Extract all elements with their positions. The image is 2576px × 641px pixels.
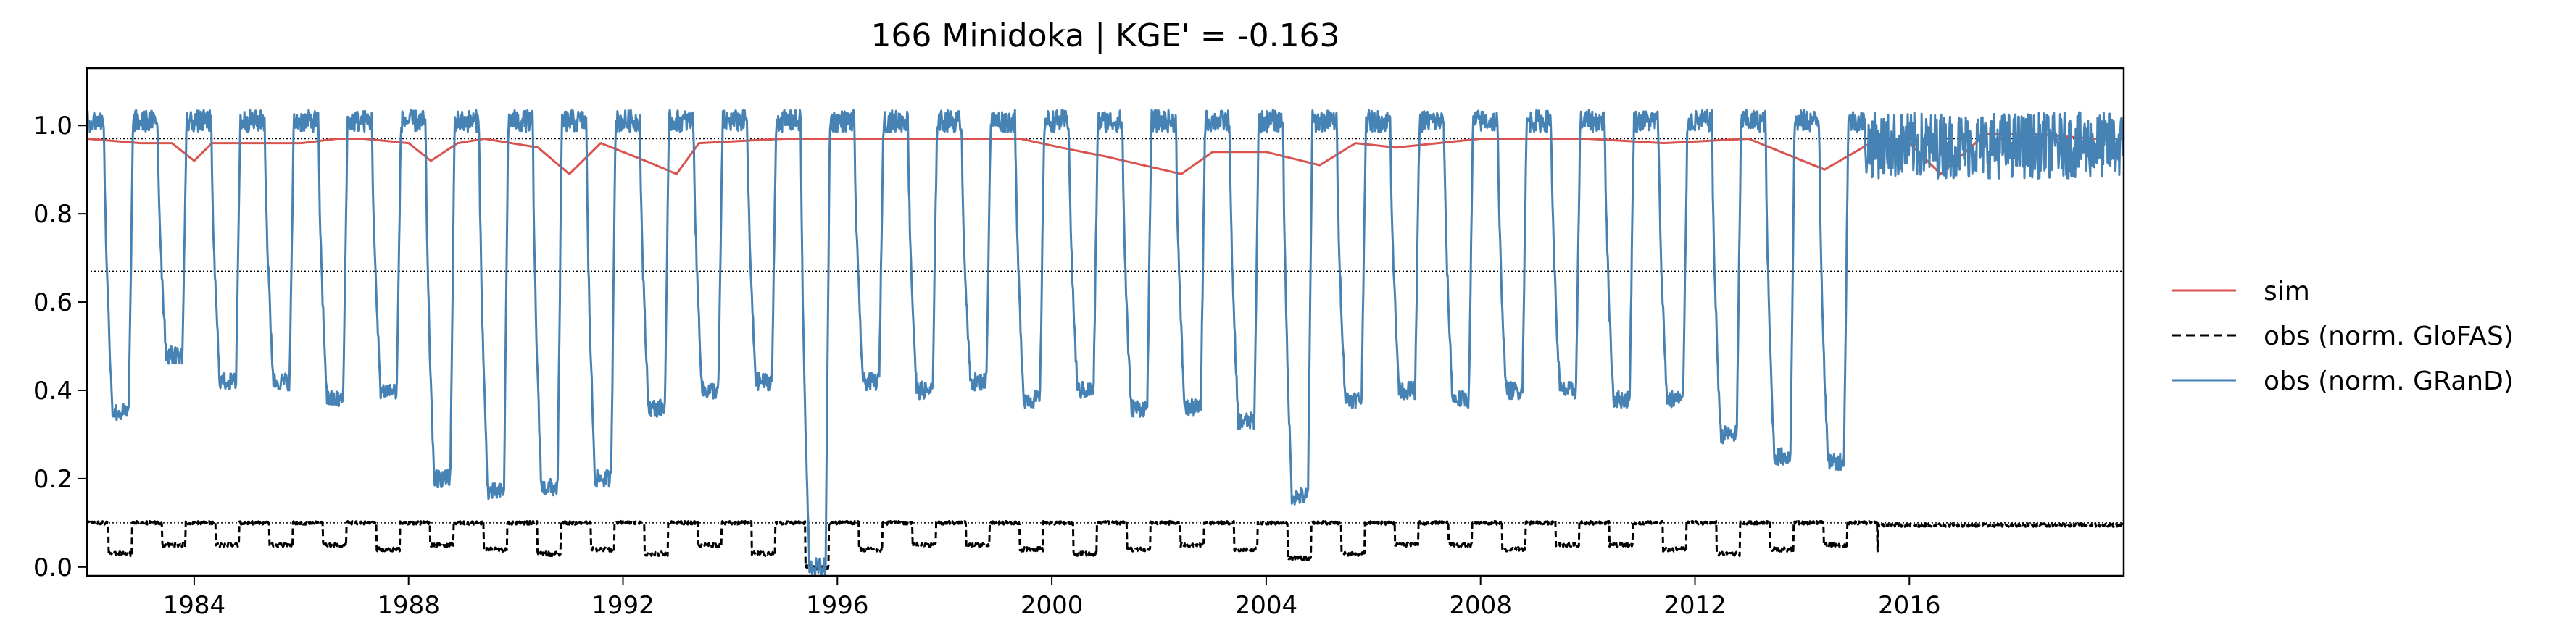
series-line-2 — [86, 109, 2124, 577]
y-tick-label: 0.2 — [33, 465, 72, 494]
y-tick-label: 1.0 — [33, 112, 72, 141]
y-tick-label: 0.6 — [33, 288, 72, 317]
series-line-1 — [86, 519, 2124, 571]
plot-frame — [86, 67, 2125, 577]
x-tick-label: 2000 — [1021, 591, 1084, 620]
x-tick-label: 2016 — [1878, 591, 1941, 620]
x-tick-label: 1988 — [377, 591, 440, 620]
y-tick-label: 0.4 — [33, 377, 72, 406]
series-line-0 — [86, 133, 2119, 175]
x-tick-label: 2008 — [1449, 591, 1512, 620]
y-tick-label: 0.0 — [33, 553, 72, 582]
legend: sim obs (norm. GloFAS) obs (norm. GRanD) — [2172, 277, 2514, 396]
legend-label-1: obs (norm. GloFAS) — [2264, 322, 2514, 351]
x-tick-label: 1984 — [163, 591, 226, 620]
x-tick-label: 2004 — [1235, 591, 1298, 620]
legend-label-2: obs (norm. GRanD) — [2264, 366, 2514, 396]
series-layer — [86, 109, 2124, 577]
x-tick-label: 2012 — [1663, 591, 1727, 620]
y-axis: 0.0 0.2 0.4 0.6 0.8 1.0 — [33, 112, 87, 582]
x-tick-label: 1996 — [806, 591, 869, 620]
chart-title: 166 Minidoka | KGE' = -0.163 — [871, 17, 1339, 54]
x-axis: 1984 1988 1992 1996 2000 2004 2008 2012 2016 — [163, 576, 1941, 620]
legend-label-0: sim — [2264, 277, 2310, 306]
y-tick-label: 0.8 — [33, 200, 72, 229]
x-tick-label: 1992 — [591, 591, 655, 620]
